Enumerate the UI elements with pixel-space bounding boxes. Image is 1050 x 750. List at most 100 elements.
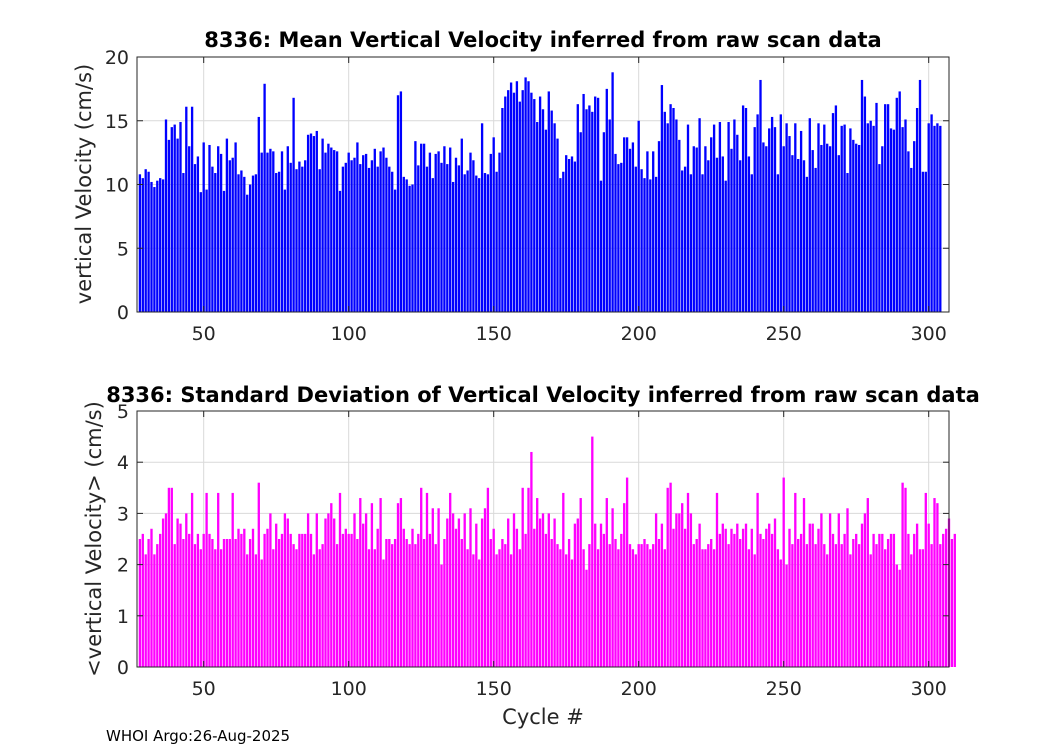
mean-velocity-bar [747, 156, 751, 312]
stddev-velocity-bar [321, 544, 324, 667]
stddev-velocity-bar [689, 513, 693, 667]
stddev-velocity-bar [425, 492, 429, 667]
stddev-velocity-bar [753, 554, 756, 667]
stddev-velocity-bar [376, 528, 379, 667]
stddev-velocity-bar [724, 528, 727, 667]
stddev-velocity-bar [585, 569, 588, 667]
stddev-velocity-bar [251, 528, 255, 667]
mean-velocity-bar [594, 96, 597, 313]
stddev-velocity-bar [924, 492, 927, 667]
stddev-velocity-xtick-label: 250 [766, 678, 802, 700]
mean-velocity-bar [379, 151, 382, 312]
stddev-velocity-bar [246, 554, 249, 667]
stddev-velocity-bar [846, 508, 849, 667]
mean-velocity-bar [785, 123, 788, 312]
stddev-velocity-bar [161, 518, 165, 667]
stddev-velocity-bar [872, 533, 875, 667]
mean-velocity-bar [359, 164, 362, 312]
stddev-velocity-bar [434, 544, 437, 667]
stddev-velocity-bar [594, 523, 597, 667]
mean-velocity-bar [776, 174, 780, 312]
mean-velocity-bar [463, 174, 466, 312]
stddev-velocity-bar [721, 523, 724, 667]
mean-velocity-bar [611, 72, 614, 312]
stddev-velocity-bar [222, 539, 226, 667]
stddev-velocity-bar [814, 544, 817, 667]
stddev-velocity-bar [547, 513, 550, 667]
mean-velocity-bar [495, 171, 498, 312]
stddev-velocity-bar [533, 528, 536, 667]
mean-velocity-bar [243, 176, 246, 312]
mean-velocity-bar [498, 152, 501, 312]
mean-velocity-bar [518, 101, 521, 312]
mean-velocity-bar [512, 92, 516, 312]
mean-velocity-bar [834, 105, 838, 312]
stddev-velocity-bar [396, 503, 400, 667]
stddev-velocity-bar [565, 554, 568, 667]
stddev-velocity-bar [478, 559, 481, 667]
mean-velocity-bar [654, 176, 658, 312]
mean-velocity-bar [791, 155, 794, 312]
mean-velocity-bar [480, 123, 484, 312]
stddev-velocity-bar [773, 518, 777, 667]
stddev-velocity-bar [570, 559, 574, 667]
mean-velocity-bar [443, 146, 446, 312]
mean-velocity-bar [802, 160, 806, 312]
stddev-velocity-bar [234, 539, 237, 667]
stddev-velocity-bar [881, 533, 884, 667]
stddev-velocity-bar [782, 477, 785, 667]
stddev-velocity-bar [173, 544, 176, 667]
stddev-velocity-ytick-label: 4 [117, 452, 129, 474]
stddev-velocity-bar [379, 498, 382, 667]
mean-velocity-bar [930, 114, 933, 312]
stddev-velocity-bar [231, 492, 234, 667]
stddev-velocity-bar [614, 539, 617, 667]
mean-velocity-bar [286, 146, 289, 312]
mean-velocity-bar [347, 152, 350, 312]
mean-velocity-bar [733, 119, 736, 312]
stddev-velocity-bar [913, 533, 916, 667]
mean-velocity-bar [910, 167, 913, 312]
mean-velocity-bar [144, 169, 147, 312]
mean-velocity-bar [460, 138, 463, 312]
mean-velocity-bar [196, 156, 200, 312]
mean-velocity-bar [895, 97, 898, 312]
stddev-velocity-bar [791, 544, 794, 667]
stddev-velocity-bar [686, 492, 690, 667]
stddev-velocity-bar [495, 554, 498, 667]
mean-velocity-bar [222, 190, 226, 312]
mean-velocity-bar [681, 170, 684, 312]
stddev-velocity-bar [507, 518, 510, 667]
stddev-velocity-bar [176, 518, 179, 667]
mean-velocity-bar [330, 147, 333, 312]
stddev-velocity-bar [257, 482, 260, 667]
stddev-velocity-bar [898, 569, 901, 667]
mean-velocity-bar [219, 153, 223, 312]
mean-velocity-bar [884, 104, 887, 312]
mean-velocity-bar [817, 123, 820, 312]
stddev-velocity-ytick-label: 1 [117, 606, 129, 628]
stddev-velocity-bar [164, 513, 168, 667]
stddev-velocity-bar [878, 533, 881, 667]
mean-velocity-bar [408, 185, 411, 312]
stddev-velocity-bar [727, 544, 730, 667]
mean-velocity-bar [869, 120, 872, 312]
mean-velocity-bar [907, 151, 910, 312]
mean-velocity-bar [391, 171, 394, 312]
stddev-velocity-bar [936, 503, 939, 667]
stddev-velocity-bar [573, 523, 577, 667]
mean-velocity-bar [913, 141, 916, 312]
mean-velocity-bar [823, 124, 826, 312]
stddev-velocity-bar [417, 533, 420, 667]
mean-velocity-bar [753, 127, 756, 312]
stddev-velocity-bar [901, 482, 904, 667]
mean-velocity-bar [173, 124, 176, 312]
mean-velocity-bar [280, 151, 284, 312]
stddev-velocity-bar [486, 487, 490, 667]
mean-velocity-bar [353, 157, 356, 312]
stddev-velocity-bar [884, 549, 887, 667]
stddev-velocity-bar [712, 549, 716, 667]
mean-velocity-bar [634, 166, 637, 312]
mean-velocity-bar [466, 170, 469, 312]
